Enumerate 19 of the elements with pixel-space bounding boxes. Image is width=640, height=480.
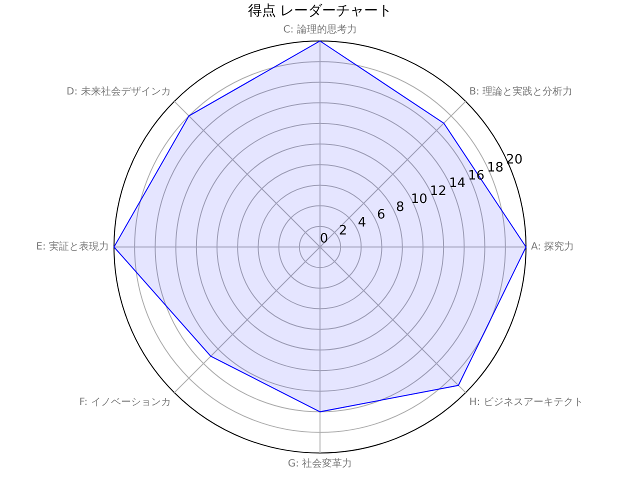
spoke-label: C: 論理的思考力 — [283, 24, 357, 36]
spoke-label: F: イノベーションカ — [79, 396, 171, 408]
y-tick-label: 8 — [396, 200, 404, 215]
y-tick-label: 4 — [358, 216, 366, 231]
y-tick-label: 10 — [410, 192, 428, 207]
y-tick-label: 18 — [487, 160, 504, 176]
y-tick-label: 0 — [320, 231, 328, 246]
y-tick-label: 14 — [448, 176, 466, 192]
chart-title: 得点 レーダーチャート — [246, 2, 394, 21]
spoke-label: B: 理論と実践と分析力 — [469, 85, 573, 98]
y-tick-label: 20 — [506, 152, 523, 168]
spoke-label: G: 社会変革力 — [288, 458, 352, 470]
y-tick-label: 6 — [376, 208, 386, 223]
spoke-label: E: 実証と表現力 — [36, 240, 109, 253]
spoke-label: H: ビジネスアーキテクト — [469, 396, 584, 408]
spoke-label: A: 探究力 — [531, 240, 574, 253]
spoke-label: D: 未来社会デザインカ — [66, 85, 171, 98]
y-tick-label: 2 — [338, 223, 348, 238]
y-tick-label: 12 — [430, 184, 446, 200]
